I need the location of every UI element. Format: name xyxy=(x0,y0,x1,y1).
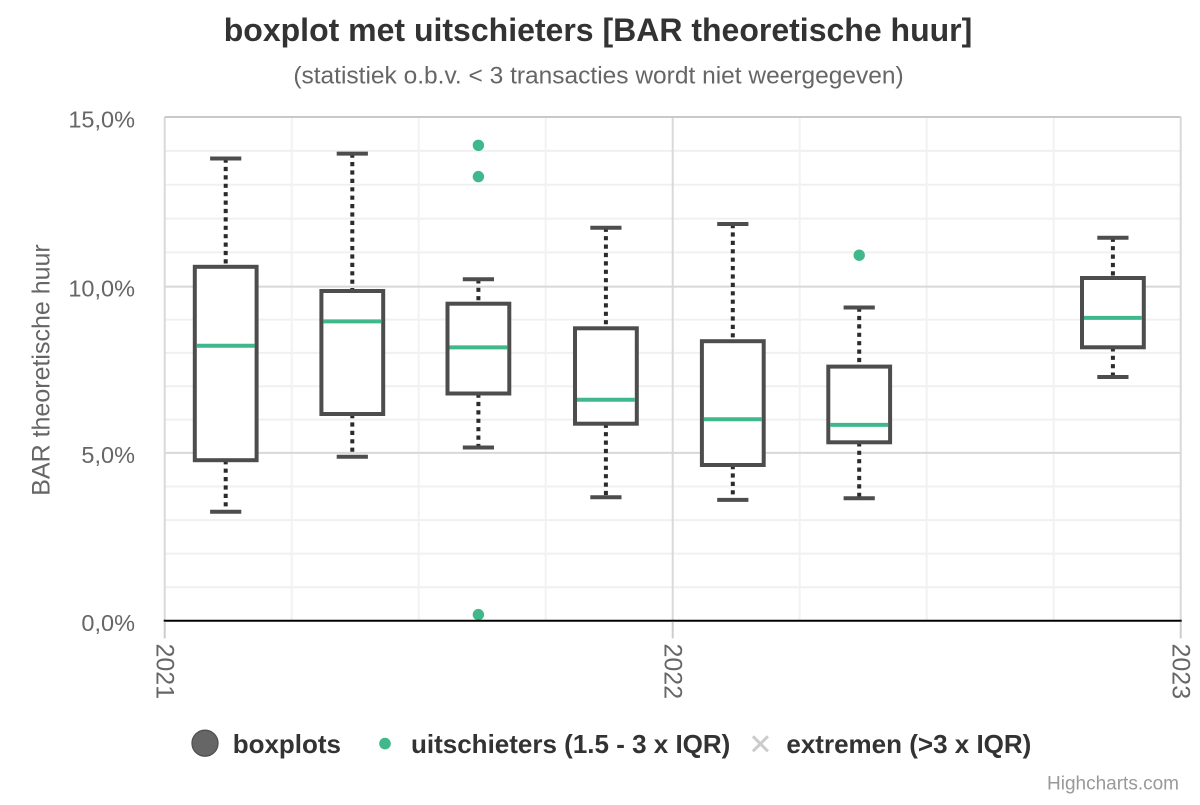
svg-text:boxplot met uitschieters [BAR: boxplot met uitschieters [BAR theoretisc… xyxy=(224,12,973,48)
svg-text:2022: 2022 xyxy=(659,644,687,700)
svg-text:boxplots: boxplots xyxy=(233,729,341,759)
svg-text:10,0%: 10,0% xyxy=(68,276,135,302)
svg-text:0,0%: 0,0% xyxy=(81,610,135,636)
svg-text:uitschieters (1.5 - 3 x IQR): uitschieters (1.5 - 3 x IQR) xyxy=(411,729,730,759)
svg-text:(statistiek o.b.v. < 3 transac: (statistiek o.b.v. < 3 transacties wordt… xyxy=(293,63,903,90)
svg-text:15,0%: 15,0% xyxy=(68,106,135,132)
svg-text:2021: 2021 xyxy=(151,644,179,700)
svg-text:extremen (>3 x IQR): extremen (>3 x IQR) xyxy=(786,729,1031,759)
svg-text:Highcharts.com: Highcharts.com xyxy=(1047,774,1179,795)
svg-text:5,0%: 5,0% xyxy=(81,442,135,468)
svg-text:BAR theoretische huur: BAR theoretische huur xyxy=(28,244,56,496)
svg-text:2023: 2023 xyxy=(1167,644,1195,700)
